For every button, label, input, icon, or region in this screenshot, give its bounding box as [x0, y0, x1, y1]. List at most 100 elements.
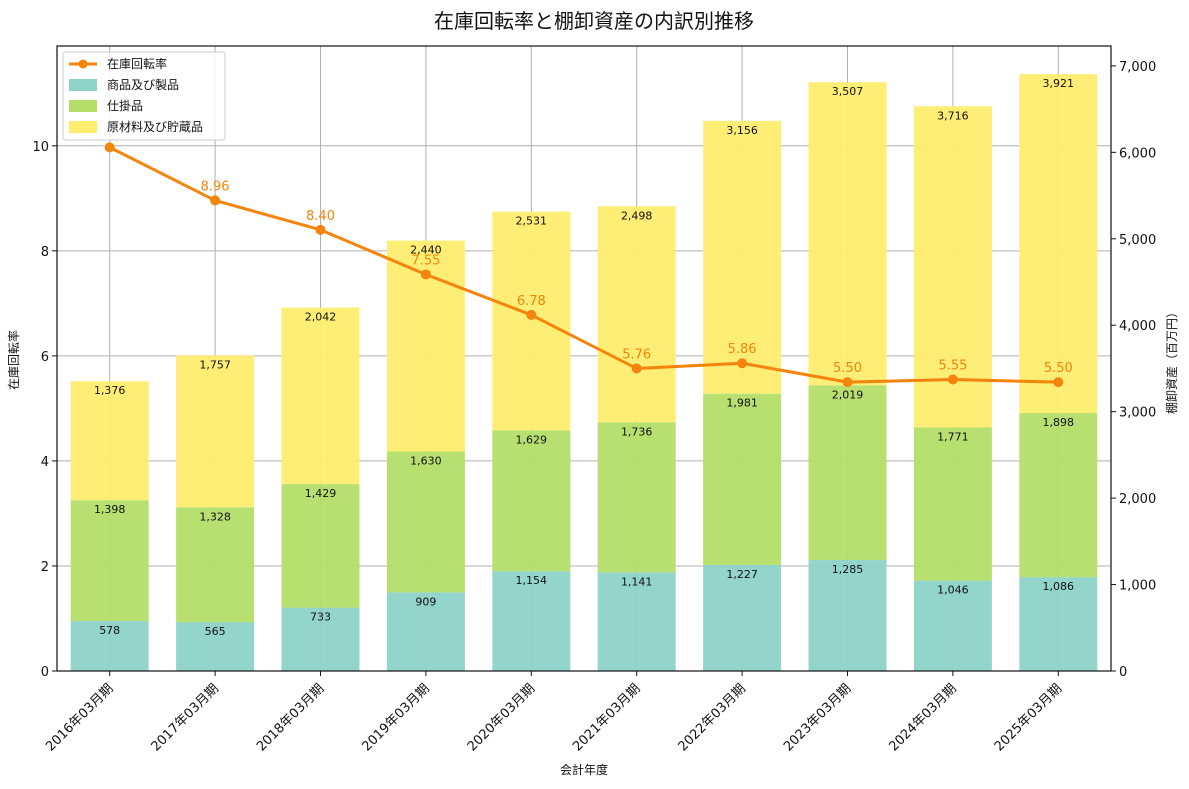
y-right-tick-label: 0: [1119, 665, 1127, 680]
plot-frame: [56, 45, 1112, 672]
turnover-point: [104, 142, 115, 153]
y-right-tick-label: 2,000: [1119, 492, 1156, 507]
bar-segment: [597, 206, 676, 423]
bar-value-label: 1,141: [621, 575, 653, 588]
x-tick-label: 2019年03月期: [359, 681, 432, 754]
x-tick-label: 2020年03月期: [465, 681, 538, 754]
bar-segment: [597, 572, 676, 671]
legend-label: 在庫回転率: [107, 56, 167, 71]
bar-value-label: 1,154: [516, 574, 548, 587]
y-left-tick-label: 8: [41, 245, 49, 260]
x-tick-label: 2025年03月期: [992, 681, 1065, 754]
x-tick-label: 2017年03月期: [149, 681, 222, 754]
legend-label: 商品及び製品: [107, 77, 179, 92]
bar-value-label: 1,771: [937, 430, 969, 443]
turnover-value-label: 5.76: [622, 347, 651, 362]
legend-line-marker: [78, 59, 88, 69]
bar-segment: [913, 427, 992, 581]
x-tick-label: 2016年03月期: [43, 681, 116, 754]
bar-segment: [70, 621, 149, 671]
x-tick-label: 2022年03月期: [676, 681, 749, 754]
bar-value-label: 1,898: [1043, 416, 1075, 429]
y-right-tick-label: 5,000: [1119, 233, 1156, 248]
bar-value-label: 1,285: [832, 563, 864, 576]
bar-value-labels: 578 565 733 909 1,154 1,141 1,227 1,285 1,046 1,0…: [94, 77, 1074, 638]
bar-segment: [597, 422, 676, 573]
bar-segment: [808, 559, 887, 671]
bar-value-label: 1,429: [305, 487, 337, 500]
bar-value-label: 1,086: [1043, 580, 1075, 593]
bar-value-label: 909: [415, 595, 436, 608]
x-axis-label: 会計年度: [560, 762, 608, 777]
turnover-value-label: 5.55: [938, 359, 967, 374]
x-tick-label: 2021年03月期: [570, 681, 643, 754]
bar-value-label: 2,019: [832, 388, 864, 401]
bar-segment: [492, 211, 571, 431]
turnover-point: [842, 377, 853, 388]
y-axis-right-label: 棚卸資産（百万円）: [1164, 306, 1179, 414]
y-right-tick-label: 3,000: [1119, 406, 1156, 421]
bar-value-label: 3,507: [832, 85, 864, 98]
turnover-line-path: [109, 146, 1059, 384]
bar-segment: [913, 106, 992, 428]
bar-segment: [492, 571, 571, 671]
turnover-point: [947, 374, 958, 385]
bar-value-label: 1,981: [726, 397, 758, 410]
x-tick-label: 2024年03月期: [886, 681, 959, 754]
bar-value-label: 1,757: [199, 358, 231, 371]
bar-segment: [281, 307, 360, 485]
bar-value-label: 1,227: [726, 568, 758, 581]
y-axis-left-label: 在庫回転率: [6, 330, 21, 390]
y-left-tick-label: 4: [41, 455, 49, 470]
turnover-value-label: 7.55: [411, 253, 440, 268]
y-right-tick-label: 1,000: [1119, 579, 1156, 594]
bar-segment: [703, 120, 782, 394]
stacked-bars: [70, 74, 1098, 671]
bar-value-label: 1,046: [937, 584, 969, 597]
turnover-point: [1053, 377, 1064, 388]
bar-segment: [492, 430, 571, 572]
turnover-value-label: 6.78: [517, 294, 546, 309]
bar-value-label: 1,736: [621, 425, 653, 438]
turnover-point: [526, 309, 537, 320]
bar-value-label: 2,440: [410, 244, 442, 257]
bar-segment: [808, 82, 887, 386]
bar-segment: [913, 580, 992, 671]
bar-value-label: 565: [205, 625, 226, 638]
turnover-value-label: 5.86: [728, 342, 757, 357]
bar-segment: [703, 393, 782, 565]
bar-value-label: 1,398: [94, 503, 126, 516]
turnover-point: [210, 195, 221, 206]
bar-segment: [1019, 577, 1098, 671]
bar-segment: [176, 507, 255, 623]
bar-value-label: 1,376: [94, 384, 126, 397]
bar-segment: [281, 484, 360, 608]
turnover-line: 8.96 8.40 7.55 6.78 5.76 5.86 5.50 5.55 5.50: [104, 142, 1073, 388]
bar-segment: [176, 622, 255, 671]
bar-segment: [176, 355, 255, 508]
legend-swatch: [69, 79, 97, 91]
bar-value-label: 2,042: [305, 311, 337, 324]
legend-label: 仕掛品: [107, 98, 143, 113]
bar-segment: [1019, 74, 1098, 414]
turnover-value-label: 5.50: [1044, 361, 1073, 376]
bar-segment: [386, 592, 465, 671]
bar-segment: [281, 607, 360, 671]
bar-segment: [70, 500, 149, 622]
bar-value-label: 578: [99, 624, 120, 637]
y-right-tick-label: 7,000: [1119, 60, 1156, 75]
bar-value-label: 2,531: [516, 215, 548, 228]
turnover-point: [315, 224, 326, 235]
bar-value-label: 1,630: [410, 455, 442, 468]
bar-segment: [808, 385, 887, 560]
bar-segment: [70, 381, 149, 501]
bar-segment: [703, 564, 782, 671]
legend-swatch: [69, 121, 97, 133]
turnover-point: [420, 269, 431, 280]
turnover-value-label: 5.50: [833, 361, 862, 376]
bar-value-label: 733: [310, 611, 331, 624]
bar-value-label: 3,716: [937, 109, 969, 122]
y-left-tick-label: 6: [41, 350, 49, 365]
